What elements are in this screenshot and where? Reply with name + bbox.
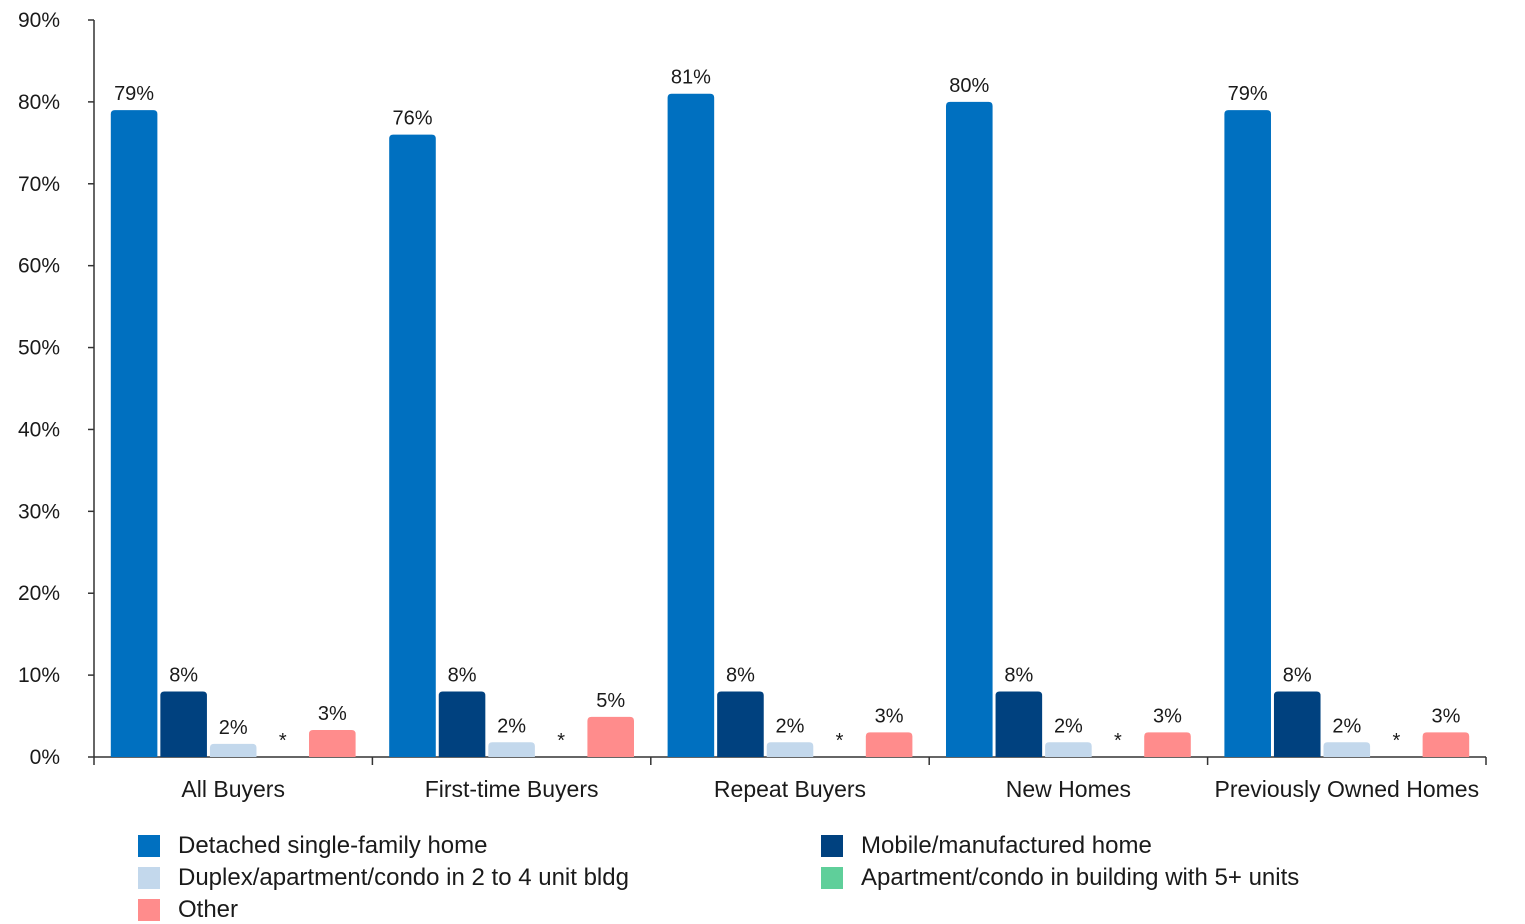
- legend-item: Apartment/condo in building with 5+ unit…: [821, 864, 1299, 892]
- data-label: 80%: [949, 75, 989, 97]
- bar: [1422, 732, 1470, 757]
- bar-chart: 0% 10% 20% 30% 40% 50% 60% 70% 80% 90% All Buyers F…: [18, 9, 1487, 802]
- data-label: 8%: [1283, 664, 1312, 686]
- y-tick-label: 80%: [18, 91, 60, 114]
- data-label: 2%: [219, 717, 248, 739]
- legend-swatch: [138, 867, 160, 889]
- data-label: *: [836, 730, 844, 752]
- y-tick-label: 0%: [30, 746, 60, 769]
- data-label: 3%: [318, 703, 347, 725]
- axes: 0% 10% 20% 30% 40% 50% 60% 70% 80% 90% All Buyers F…: [18, 9, 1487, 802]
- legend-label: Detached single-family home: [178, 832, 488, 859]
- bar: [766, 742, 814, 757]
- data-label: 5%: [596, 690, 625, 712]
- legend-swatch: [821, 835, 843, 857]
- legend-label: Apartment/condo in building with 5+ unit…: [861, 864, 1300, 891]
- data-label: 3%: [1431, 705, 1460, 727]
- data-label: 8%: [169, 664, 198, 686]
- data-label: *: [279, 730, 287, 752]
- legend-item: Detached single-family home: [138, 832, 487, 860]
- bar: [865, 732, 913, 757]
- legend-item: Duplex/apartment/condo in 2 to 4 unit bl…: [138, 864, 629, 892]
- data-label: 2%: [497, 715, 526, 737]
- y-tick-label: 30%: [18, 500, 60, 523]
- data-label: 2%: [1054, 715, 1083, 737]
- legend-swatch: [138, 899, 160, 921]
- data-label: *: [1392, 730, 1400, 752]
- data-label: 79%: [1228, 83, 1268, 105]
- data-label: 79%: [114, 83, 154, 105]
- y-tick-label: 70%: [18, 173, 60, 196]
- bar: [1144, 732, 1191, 757]
- data-label: *: [557, 730, 565, 752]
- y-tick-label: 60%: [18, 255, 60, 278]
- data-label: 3%: [1153, 705, 1182, 727]
- bar: [1323, 742, 1371, 757]
- bar: [995, 691, 1043, 757]
- legend-label: Mobile/manufactured home: [861, 832, 1152, 859]
- legend-item: Other: [138, 896, 238, 924]
- bar: [1045, 742, 1092, 757]
- data-label: 8%: [1004, 664, 1033, 686]
- bar: [309, 729, 356, 757]
- bar: [945, 101, 993, 757]
- y-tick-label: 90%: [18, 9, 60, 32]
- bar: [438, 691, 486, 757]
- y-tick-label: 40%: [18, 418, 60, 441]
- bar: [717, 691, 764, 757]
- x-tick-label: Previously Owned Homes: [1214, 776, 1479, 802]
- legend-swatch: [821, 867, 843, 889]
- bar: [1224, 110, 1271, 758]
- x-tick-label: First-time Buyers: [425, 776, 599, 802]
- data-label: 2%: [776, 715, 805, 737]
- y-tick-label: 50%: [18, 337, 60, 360]
- bar: [667, 93, 715, 757]
- bar: [488, 742, 535, 757]
- legend: Detached single-family home Mobile/manufa…: [138, 832, 1438, 924]
- x-tick-label: All Buyers: [181, 776, 285, 802]
- data-labels: 79% 76% 81% 80% 79% 8% 8% 8% 8% 8% 2% 2% 2% 2% 2% * * * * *…: [114, 67, 1461, 752]
- bars: [110, 93, 1470, 758]
- data-label: 76%: [392, 108, 432, 130]
- data-label: 81%: [671, 67, 711, 89]
- x-tick-label: Repeat Buyers: [714, 776, 866, 802]
- bar: [587, 716, 635, 757]
- bar: [209, 743, 257, 757]
- bar: [160, 691, 207, 757]
- legend-label: Other: [178, 896, 239, 923]
- legend-item: Mobile/manufactured home: [821, 832, 1152, 860]
- legend-label: Duplex/apartment/condo in 2 to 4 unit bl…: [178, 864, 629, 891]
- data-label: 8%: [726, 664, 755, 686]
- x-tick-label: New Homes: [1006, 776, 1131, 802]
- data-label: 2%: [1332, 715, 1361, 737]
- data-label: 3%: [875, 705, 904, 727]
- y-tick-label: 10%: [18, 664, 60, 687]
- bar: [389, 134, 436, 758]
- y-tick-label: 20%: [18, 582, 60, 605]
- data-label: *: [1114, 730, 1122, 752]
- data-label: 8%: [448, 664, 477, 686]
- legend-swatch: [138, 835, 160, 857]
- bar: [110, 110, 158, 758]
- bar: [1273, 691, 1321, 757]
